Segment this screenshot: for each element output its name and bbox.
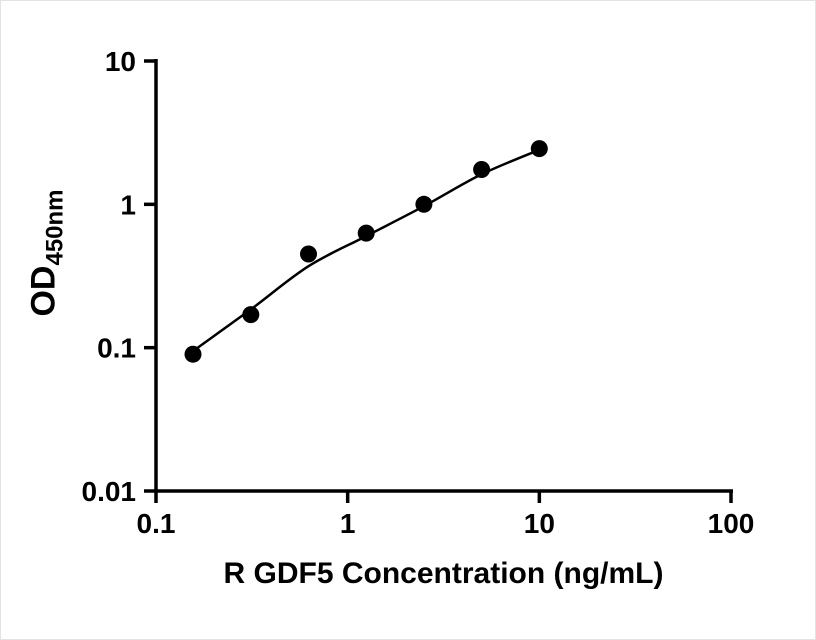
y-tick-label: 10 [105,46,136,77]
data-point [300,245,317,263]
x-tick-label: 100 [708,508,755,539]
axis-spines [154,59,733,493]
y-axis-label-subscript: 450nm [41,189,69,266]
x-tick-label: 10 [524,508,555,539]
data-point [473,161,491,178]
data-point [415,195,433,213]
y-tick-label: 1 [120,189,136,220]
x-tick-label: 1 [340,508,356,539]
x-axis-label: R GDF5 Concentration (ng/mL) [223,557,664,590]
x-tick-label: 0.1 [137,508,176,539]
y-tick-label: 0.01 [82,476,137,507]
data-point [357,224,375,242]
data-point [184,345,202,363]
y-axis-label-main: OD [24,265,63,317]
y-tick-label: 0.1 [97,333,136,364]
y-axis-label: OD450nm [25,189,70,316]
data-point [530,140,548,158]
data-point [242,306,260,324]
